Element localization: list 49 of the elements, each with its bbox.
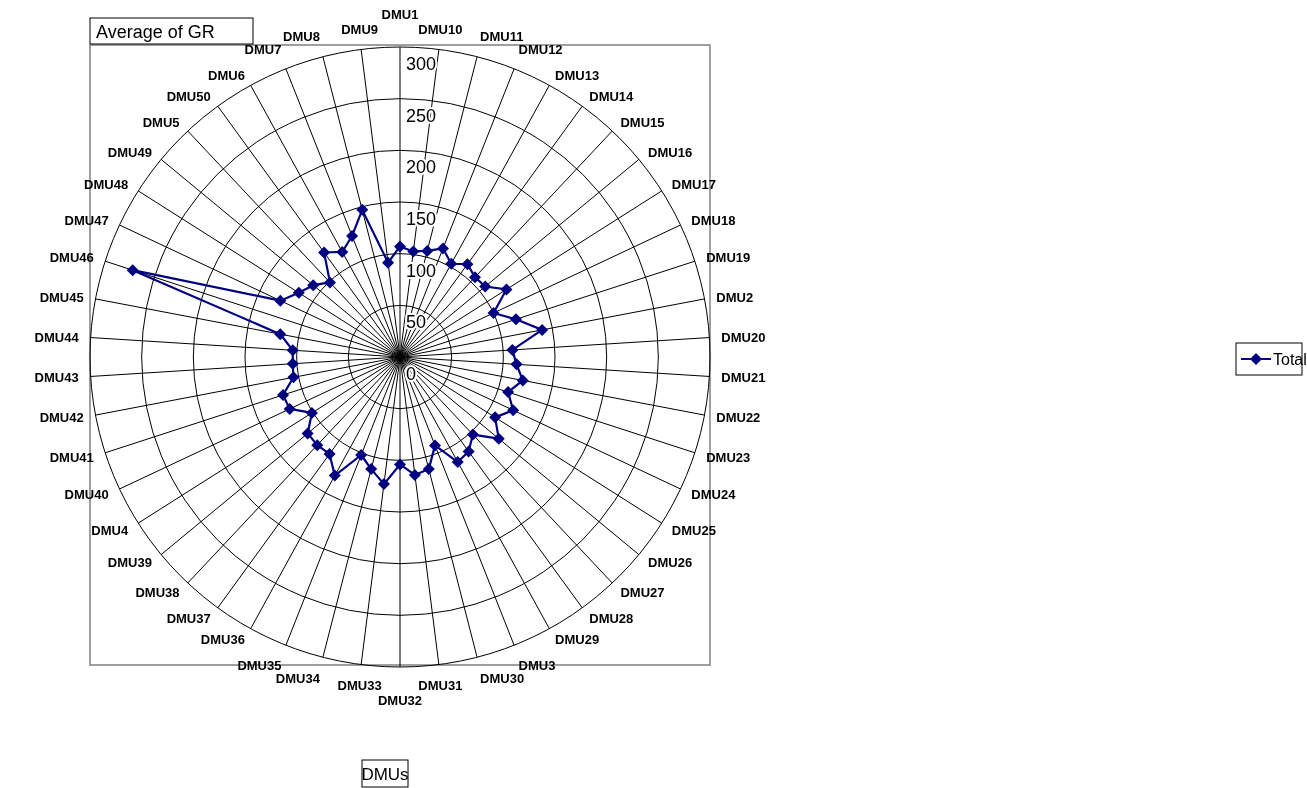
y-tick-label: 300 — [406, 54, 437, 74]
spoke-label: DMU47 — [64, 212, 109, 228]
spoke-label: DMU17 — [671, 177, 716, 193]
spoke-label: DMU10 — [418, 21, 463, 37]
spoke-label: DMU16 — [648, 144, 693, 160]
spoke-label: DMU37 — [166, 610, 211, 626]
spoke-label: DMU6 — [208, 67, 245, 83]
spoke-label: DMU38 — [135, 584, 180, 600]
spoke-label: DMU1 — [381, 7, 419, 22]
spoke-label: DMU48 — [84, 177, 129, 193]
spoke-label: DMU50 — [166, 89, 211, 105]
spoke-label: DMU36 — [200, 632, 245, 648]
spoke-label: DMU46 — [49, 250, 94, 266]
spoke-label: DMU24 — [691, 487, 737, 503]
spoke-label: DMU4 — [91, 522, 129, 538]
spoke-label: DMU40 — [64, 487, 109, 503]
spoke-label: DMU15 — [620, 115, 665, 131]
spoke-label: DMU28 — [589, 610, 634, 626]
spoke-label: DMU23 — [706, 449, 751, 465]
spoke-label: DMU45 — [39, 289, 84, 305]
spoke-label: DMU19 — [706, 250, 751, 266]
spoke-label: DMU29 — [555, 632, 600, 648]
spoke-label: DMU8 — [283, 29, 320, 45]
spoke-label: DMU20 — [721, 329, 766, 345]
spoke-label: DMU49 — [107, 144, 152, 160]
spoke-label: DMU2 — [716, 289, 754, 305]
spoke-label: DMU7 — [244, 41, 282, 57]
text: DMUs — [361, 765, 409, 784]
spoke-label: DMU44 — [34, 329, 80, 345]
spoke-label: DMU9 — [341, 21, 379, 37]
legend-label: Total — [1273, 351, 1307, 368]
y-tick-label: 250 — [406, 105, 437, 126]
spoke-label: DMU22 — [716, 410, 761, 426]
text: Average of GR — [96, 22, 215, 42]
spoke-label: DMU13 — [555, 67, 600, 83]
spoke-label: DMU33 — [337, 678, 382, 694]
spoke-label: DMU43 — [34, 370, 79, 386]
spoke-label: DMU26 — [648, 555, 693, 571]
spoke-label: DMU14 — [589, 89, 635, 105]
spoke-label: DMU42 — [39, 410, 84, 426]
spoke-label: DMU41 — [49, 449, 94, 465]
spoke-label: DMU27 — [620, 584, 665, 600]
spoke-label: DMU21 — [721, 370, 766, 386]
spoke-label: DMU18 — [691, 212, 736, 228]
spoke-label: DMU31 — [418, 678, 463, 694]
spoke-label: DMU39 — [107, 555, 152, 571]
spoke-label: DMU25 — [671, 522, 716, 538]
spoke-label: DMU32 — [377, 693, 423, 708]
spoke-label: DMU5 — [142, 115, 180, 131]
